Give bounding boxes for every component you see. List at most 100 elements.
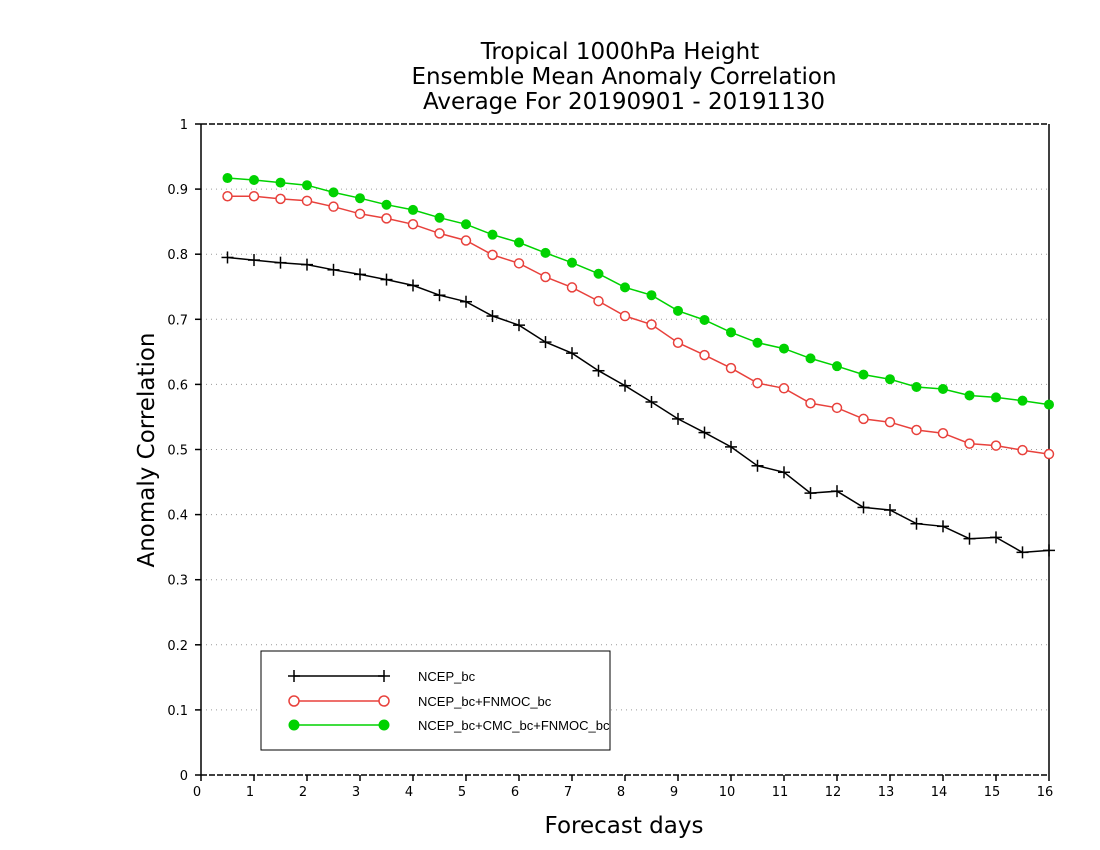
y-tick-label: 0.5 — [167, 444, 188, 459]
data-point-ncep-bc-cmc-bc-fnmoc-bc — [752, 337, 763, 348]
data-point-ncep-bc-fnmoc-bc — [990, 440, 1002, 451]
legend-marker-open-circle-icon — [288, 695, 300, 707]
data-point-ncep-bc-cmc-bc-fnmoc-bc — [911, 382, 922, 393]
chart-title-line-1: Tropical 1000hPa Height — [480, 39, 760, 65]
data-point-ncep-bc — [698, 426, 711, 439]
data-point-ncep-bc-cmc-bc-fnmoc-bc — [938, 383, 948, 394]
grid-lines — [201, 188, 1049, 711]
data-point-ncep-bc-cmc-bc-fnmoc-bc — [222, 173, 233, 184]
y-axis-ticks: 0 0.1 0.2 0.3 0.4 0.5 0.6 0.7 0.8 0.9 1 — [167, 118, 201, 784]
x-tick-label: 12 — [825, 785, 842, 800]
data-point-ncep-bc-fnmoc-bc — [937, 427, 949, 439]
x-tick-label: 8 — [617, 785, 625, 800]
data-point-ncep-bc — [301, 258, 313, 271]
x-tick-label: 5 — [458, 785, 466, 800]
data-point-ncep-bc — [831, 485, 843, 498]
y-tick-label: 0.6 — [167, 378, 188, 393]
legend-label-ncep-bc: NCEP_bc — [418, 669, 476, 684]
data-point-ncep-bc — [1043, 544, 1055, 557]
x-tick-label: 2 — [299, 785, 307, 800]
chart-title-line-2: Ensemble Mean Anomaly Correlation — [411, 64, 836, 90]
data-point-ncep-bc-cmc-bc-fnmoc-bc — [593, 268, 604, 279]
x-tick-label: 13 — [878, 785, 895, 800]
data-point-ncep-bc-fnmoc-bc — [752, 377, 763, 389]
data-point-ncep-bc — [619, 379, 631, 392]
data-point-ncep-bc-fnmoc-bc — [487, 249, 498, 261]
legend-entry-ncep-bc-cmc-bc-fnmoc-bc: NCEP_bc+CMC_bc+FNMOC_bc — [288, 718, 610, 733]
x-tick-label: 16 — [1037, 785, 1054, 800]
data-point-ncep-bc-fnmoc-bc — [354, 208, 366, 220]
legend-marker-open-circle-icon — [378, 695, 390, 707]
x-tick-label: 7 — [564, 785, 572, 800]
data-point-ncep-bc-cmc-bc-fnmoc-bc — [620, 282, 630, 293]
data-point-ncep-bc-cmc-bc-fnmoc-bc — [461, 219, 471, 230]
data-point-ncep-bc-cmc-bc-fnmoc-bc — [355, 193, 365, 204]
data-point-ncep-bc — [963, 532, 976, 545]
data-point-ncep-bc-fnmoc-bc — [672, 337, 684, 348]
data-point-ncep-bc-cmc-bc-fnmoc-bc — [1017, 395, 1028, 406]
data-point-ncep-bc-fnmoc-bc — [831, 402, 843, 414]
data-point-ncep-bc — [327, 263, 340, 276]
data-point-ncep-bc-fnmoc-bc — [725, 362, 737, 374]
data-point-ncep-bc-fnmoc-bc — [619, 310, 631, 322]
data-point-ncep-bc — [672, 412, 684, 425]
x-tick-label: 3 — [352, 785, 360, 800]
chart-title-line-3: Average For 20190901 - 20191130 — [423, 89, 825, 115]
y-tick-label: 0 — [180, 769, 188, 784]
data-point-ncep-bc — [407, 279, 419, 292]
data-point-ncep-bc — [566, 347, 578, 360]
data-point-ncep-bc-fnmoc-bc — [1017, 444, 1028, 456]
data-point-ncep-bc-fnmoc-bc — [301, 195, 313, 207]
data-point-ncep-bc-fnmoc-bc — [275, 193, 286, 205]
data-point-ncep-bc-cmc-bc-fnmoc-bc — [779, 343, 789, 354]
data-point-ncep-bc-fnmoc-bc — [328, 201, 339, 212]
data-point-ncep-bc-fnmoc-bc — [699, 349, 710, 361]
data-point-ncep-bc — [354, 268, 366, 281]
data-point-ncep-bc-fnmoc-bc — [513, 258, 525, 269]
data-point-ncep-bc-fnmoc-bc — [407, 219, 419, 230]
y-tick-label: 0.3 — [167, 574, 188, 589]
data-point-ncep-bc-cmc-bc-fnmoc-bc — [673, 305, 683, 316]
y-axis-title: Anomaly Correlation — [134, 332, 160, 567]
data-point-ncep-bc — [725, 440, 737, 453]
x-tick-label: 0 — [193, 785, 201, 800]
data-point-ncep-bc — [910, 517, 923, 530]
data-point-ncep-bc-cmc-bc-fnmoc-bc — [1044, 399, 1054, 410]
legend: NCEP_bc NCEP_bc+FNMOC_bc NCEP_bc+CMC_bc+… — [260, 650, 611, 751]
data-point-ncep-bc — [221, 251, 234, 264]
data-point-ncep-bc-cmc-bc-fnmoc-bc — [832, 361, 842, 372]
data-point-ncep-bc — [884, 504, 896, 517]
data-point-ncep-bc-cmc-bc-fnmoc-bc — [434, 212, 445, 223]
data-point-ncep-bc-fnmoc-bc — [858, 413, 869, 425]
data-point-ncep-bc-cmc-bc-fnmoc-bc — [991, 392, 1001, 403]
data-point-ncep-bc — [645, 395, 658, 408]
x-axis-ticks: 0 1 2 3 4 5 6 7 8 9 10 11 12 13 14 15 16 — [193, 775, 1053, 800]
data-point-ncep-bc-fnmoc-bc — [434, 228, 445, 239]
x-tick-label: 14 — [931, 785, 948, 800]
x-tick-label: 4 — [405, 785, 413, 800]
y-tick-label: 0.7 — [167, 313, 188, 328]
y-tick-label: 0.4 — [167, 509, 188, 524]
data-point-ncep-bc-cmc-bc-fnmoc-bc — [328, 187, 339, 198]
data-series — [221, 173, 1055, 559]
data-point-ncep-bc — [804, 487, 817, 500]
x-axis-title: Forecast days — [545, 813, 704, 839]
x-tick-label: 9 — [670, 785, 678, 800]
data-point-ncep-bc-cmc-bc-fnmoc-bc — [646, 290, 657, 301]
y-tick-label: 0.9 — [167, 183, 188, 198]
chart-title: Tropical 1000hPa Height Ensemble Mean An… — [411, 39, 836, 115]
data-point-ncep-bc-cmc-bc-fnmoc-bc — [567, 257, 577, 268]
data-point-ncep-bc-fnmoc-bc — [778, 383, 790, 394]
legend-entry-ncep-bc-fnmoc-bc: NCEP_bc+FNMOC_bc — [288, 694, 552, 709]
x-tick-label: 1 — [246, 785, 254, 800]
data-point-ncep-bc-fnmoc-bc — [1043, 448, 1055, 460]
data-point-ncep-bc-fnmoc-bc — [884, 416, 896, 428]
data-point-ncep-bc-fnmoc-bc — [566, 282, 578, 293]
data-point-ncep-bc-fnmoc-bc — [805, 398, 816, 409]
legend-marker-plus-icon — [288, 670, 390, 682]
data-point-ncep-bc-fnmoc-bc — [964, 438, 975, 449]
data-point-ncep-bc — [460, 295, 472, 308]
data-point-ncep-bc-cmc-bc-fnmoc-bc — [514, 237, 524, 248]
